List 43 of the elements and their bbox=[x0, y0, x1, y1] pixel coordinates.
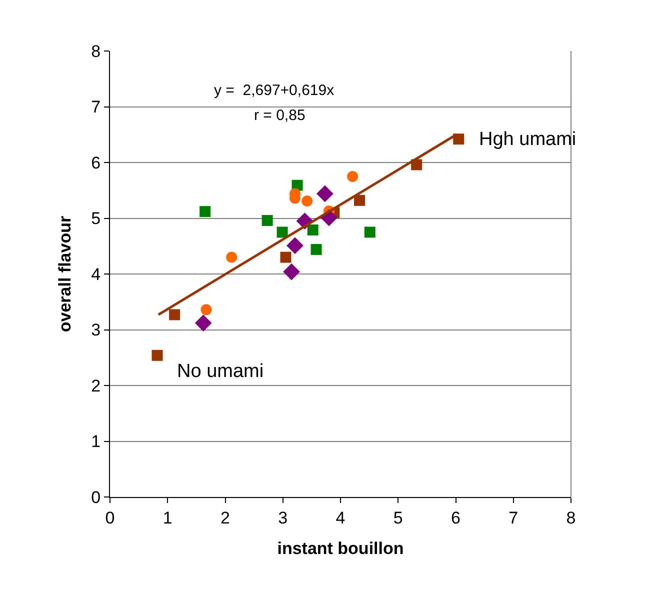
point bbox=[200, 304, 212, 316]
x-tick-label: 1 bbox=[162, 508, 172, 528]
y-tick-label: 6 bbox=[91, 153, 101, 172]
x-tick-label: 2 bbox=[220, 508, 230, 528]
point bbox=[200, 206, 211, 218]
point bbox=[283, 263, 300, 280]
point bbox=[276, 226, 288, 238]
point bbox=[152, 350, 163, 361]
point bbox=[286, 237, 304, 254]
point bbox=[262, 214, 273, 226]
y-tick-label: 5 bbox=[91, 209, 101, 228]
point bbox=[364, 226, 376, 238]
x-tick-label: 7 bbox=[508, 508, 518, 528]
annotation: Hgh umami bbox=[479, 129, 576, 150]
point bbox=[310, 244, 322, 255]
y-axis-title: overall flavour bbox=[56, 216, 75, 332]
point bbox=[453, 134, 464, 145]
x-tick-label: 0 bbox=[105, 508, 115, 528]
y-tick-label: 1 bbox=[91, 432, 101, 452]
y-tick-label: 0 bbox=[91, 488, 101, 507]
point bbox=[347, 170, 358, 182]
point bbox=[194, 314, 212, 332]
point bbox=[302, 195, 313, 206]
x-tick-label: 3 bbox=[278, 508, 288, 528]
annotation: r = 0,85 bbox=[254, 107, 306, 124]
point bbox=[280, 252, 292, 263]
point bbox=[226, 252, 238, 263]
x-tick-label: 5 bbox=[393, 508, 403, 528]
x-tick-label: 8 bbox=[566, 508, 576, 528]
y-tick-label: 7 bbox=[91, 98, 101, 117]
y-tick-label: 8 bbox=[91, 42, 101, 61]
x-tick-label: 6 bbox=[451, 508, 460, 528]
annotation: y = 2,697+0,619x bbox=[214, 82, 335, 99]
point bbox=[307, 224, 318, 236]
y-tick-label: 2 bbox=[91, 376, 101, 396]
y-tick-label: 4 bbox=[91, 264, 101, 284]
point bbox=[354, 194, 366, 206]
point bbox=[169, 309, 180, 320]
y-tick-label: 3 bbox=[91, 320, 101, 340]
x-axis-title: instant bouillon bbox=[277, 538, 404, 558]
point bbox=[316, 185, 334, 202]
annotation: No umami bbox=[177, 361, 264, 382]
x-tick-label: 4 bbox=[336, 508, 346, 528]
